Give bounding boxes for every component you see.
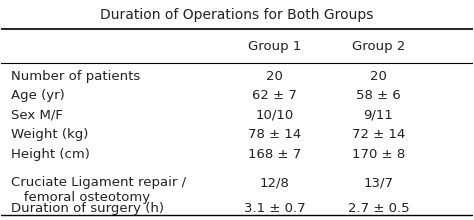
Text: 62 ± 7: 62 ± 7 <box>252 89 297 102</box>
Text: 170 ± 8: 170 ± 8 <box>352 148 405 161</box>
Text: Group 1: Group 1 <box>248 40 301 53</box>
Text: Duration of surgery (h): Duration of surgery (h) <box>11 202 164 215</box>
Text: 20: 20 <box>266 70 283 83</box>
Text: Sex M/F: Sex M/F <box>11 109 63 122</box>
Text: 10/10: 10/10 <box>255 109 294 122</box>
Text: Group 2: Group 2 <box>352 40 405 53</box>
Text: 9/11: 9/11 <box>364 109 393 122</box>
Text: 2.7 ± 0.5: 2.7 ± 0.5 <box>347 202 409 215</box>
Text: 72 ± 14: 72 ± 14 <box>352 128 405 141</box>
Text: 58 ± 6: 58 ± 6 <box>356 89 401 102</box>
Text: 20: 20 <box>370 70 387 83</box>
Text: 78 ± 14: 78 ± 14 <box>248 128 301 141</box>
Text: Weight (kg): Weight (kg) <box>11 128 88 141</box>
Text: Duration of Operations for Both Groups: Duration of Operations for Both Groups <box>100 8 374 22</box>
Text: Number of patients: Number of patients <box>11 70 140 83</box>
Text: Cruciate Ligament repair /
   femoral osteotomy: Cruciate Ligament repair / femoral osteo… <box>11 176 186 204</box>
Text: 168 ± 7: 168 ± 7 <box>248 148 301 161</box>
Text: Age (yr): Age (yr) <box>11 89 64 102</box>
Text: 12/8: 12/8 <box>260 176 290 189</box>
Text: 13/7: 13/7 <box>364 176 393 189</box>
Text: 3.1 ± 0.7: 3.1 ± 0.7 <box>244 202 306 215</box>
Text: Height (cm): Height (cm) <box>11 148 90 161</box>
